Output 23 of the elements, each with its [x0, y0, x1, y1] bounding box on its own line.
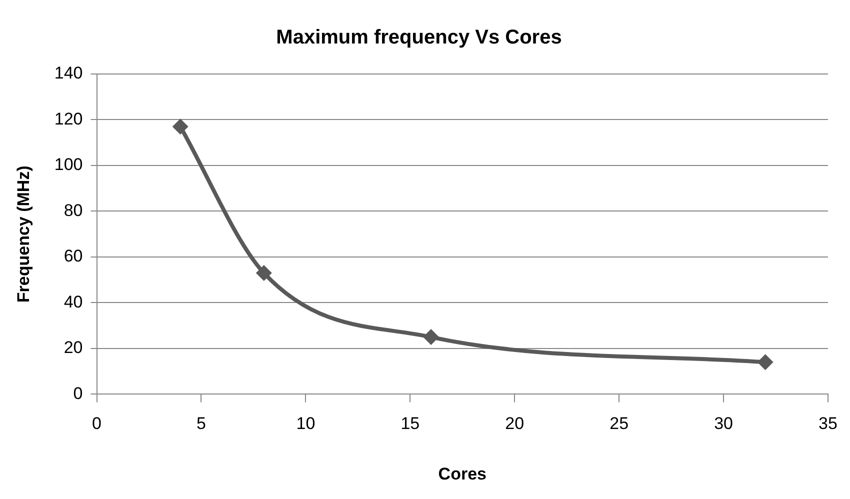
y-tick-label: 80 [64, 200, 83, 220]
y-tick-label: 120 [54, 109, 83, 128]
x-tick-label: 15 [400, 414, 420, 434]
y-tick-label: 40 [64, 292, 83, 312]
point [423, 329, 440, 346]
x-tick-label: 35 [818, 414, 838, 434]
y-tick-label: 0 [73, 384, 83, 403]
point [757, 354, 774, 370]
x-tick-label: 20 [505, 414, 524, 434]
x-tick-label: 0 [92, 414, 102, 434]
point [256, 264, 272, 281]
x-tick-label: 5 [196, 414, 206, 434]
y-tick-label: 140 [54, 64, 83, 83]
point [172, 118, 188, 135]
chart-title: Maximum frequency Vs Cores [276, 26, 562, 49]
x-tick-label: 30 [714, 414, 733, 434]
y-axis-title: Frequency (MHz) [14, 166, 33, 303]
x-axis-title: Cores [438, 464, 486, 484]
y-tick-label: 20 [64, 338, 83, 358]
y-tick-label: 100 [54, 155, 83, 174]
x-tick-label: 25 [610, 414, 629, 434]
x-tick-label: 10 [296, 414, 316, 434]
y-tick-label: 60 [64, 246, 83, 266]
